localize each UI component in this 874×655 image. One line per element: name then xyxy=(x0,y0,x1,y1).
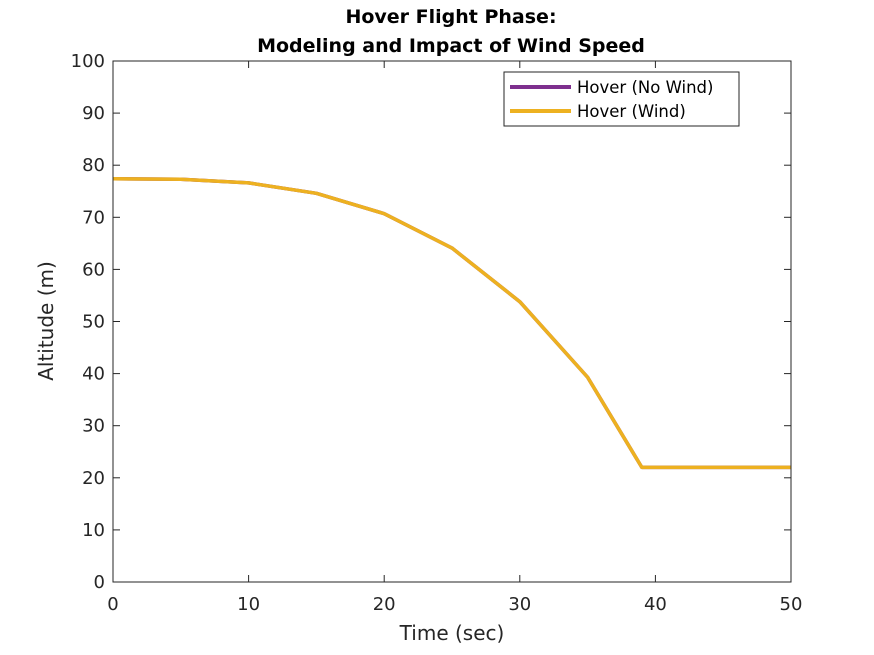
x-axis-label: Time (sec) xyxy=(399,621,505,645)
y-tick-label: 90 xyxy=(82,103,105,124)
y-tick-label: 60 xyxy=(82,259,105,280)
x-tick-label: 0 xyxy=(107,594,118,615)
legend: Hover (No Wind) Hover (Wind) xyxy=(503,71,740,127)
x-tick-label: 40 xyxy=(644,594,667,615)
y-tick-label: 20 xyxy=(82,468,105,489)
y-tick-label: 40 xyxy=(82,364,105,385)
legend-box xyxy=(503,71,740,127)
chart-title-line-2: Modeling and Impact of Wind Speed xyxy=(257,35,645,57)
x-axis-ticks xyxy=(112,61,792,582)
x-tick-label: 50 xyxy=(780,594,803,615)
legend-label-no-wind: Hover (No Wind) xyxy=(577,78,713,97)
y-tick-label: 30 xyxy=(82,416,105,437)
x-tick-label: 10 xyxy=(237,594,260,615)
y-tick-label: 10 xyxy=(82,520,105,541)
y-tick-label: 0 xyxy=(94,572,105,593)
y-axis-label: Altitude (m) xyxy=(34,261,58,381)
y-tick-label: 100 xyxy=(71,51,105,72)
legend-label-wind: Hover (Wind) xyxy=(577,102,686,121)
x-axis-tick-labels: 0 10 20 30 40 50 xyxy=(107,594,802,615)
y-axis-ticks xyxy=(113,60,791,583)
y-tick-label: 50 xyxy=(82,312,105,333)
y-axis-tick-labels: 0 10 20 30 40 50 60 70 80 90 100 xyxy=(71,51,105,593)
plot-area xyxy=(113,61,791,582)
chart-title-line-1: Hover Flight Phase: xyxy=(345,6,556,28)
x-tick-label: 30 xyxy=(508,594,531,615)
y-tick-label: 80 xyxy=(82,155,105,176)
x-tick-label: 20 xyxy=(373,594,396,615)
y-tick-label: 70 xyxy=(82,207,105,228)
series-line-1 xyxy=(112,177,791,470)
chart-title: Hover Flight Phase: Modeling and Impact … xyxy=(257,6,645,57)
series-layer xyxy=(112,177,791,470)
